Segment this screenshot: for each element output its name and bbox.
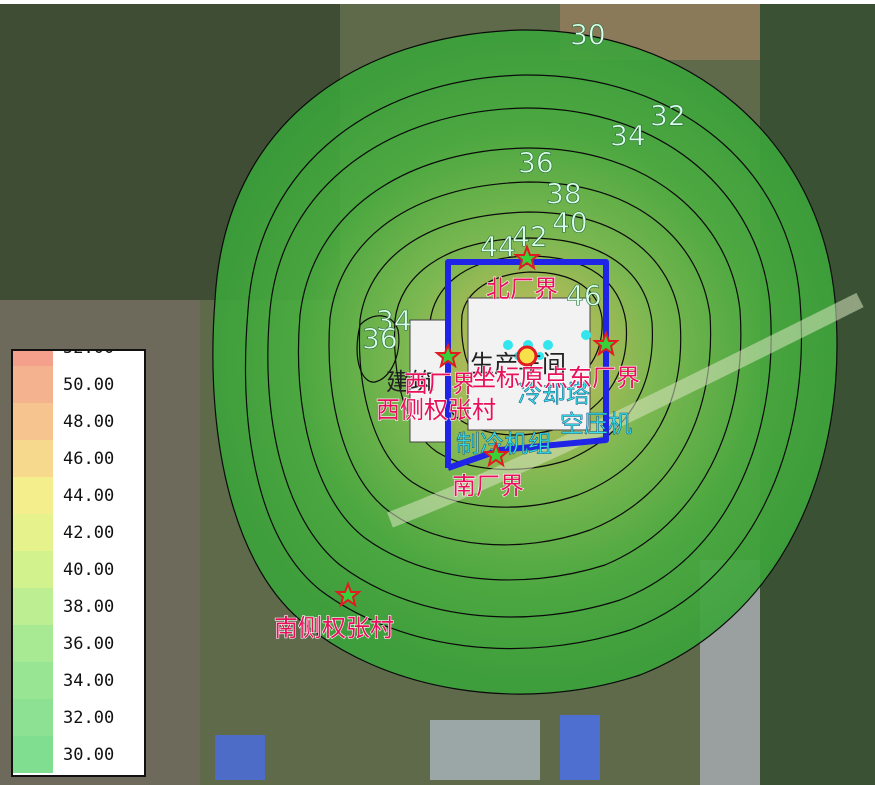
point-label: 北厂界: [486, 275, 558, 303]
legend-value: 36.00: [63, 634, 115, 654]
legend-value: 46.00: [63, 449, 115, 469]
legend-value: 44.00: [63, 486, 115, 506]
marker-south-village: [334, 581, 362, 608]
road: [387, 292, 864, 528]
point-label: 西侧权张村: [376, 396, 496, 424]
point-label: 南厂界: [452, 472, 524, 500]
legend-swatch: [13, 699, 53, 736]
point-markers: [334, 244, 620, 608]
contour-label: 42: [512, 220, 548, 253]
legend-value: 38.00: [63, 597, 115, 617]
legend-swatch: [13, 662, 53, 699]
equipment-label: 冷却塔: [518, 380, 590, 408]
legend-row: 52.00: [13, 351, 144, 366]
contour-label: 36: [362, 322, 398, 355]
legend-swatch: [13, 351, 53, 366]
contour-44: [429, 255, 628, 436]
legend-row: 30.00: [13, 736, 144, 773]
equipment-dot: [503, 340, 513, 350]
legend-swatch: [13, 366, 53, 403]
legend-value: 34.00: [63, 671, 115, 691]
contour-label: 40: [552, 206, 588, 239]
contour-label: 34: [610, 119, 646, 152]
legend-row: 32.00: [13, 699, 144, 736]
legend-value: 30.00: [63, 745, 115, 765]
equipment-sources: [503, 330, 591, 360]
building-label: 建筑: [386, 368, 434, 396]
contour-value-labels: 30 32 34 36 38 40 42 44 46 34 36: [362, 18, 686, 356]
legend-swatch: [13, 514, 53, 551]
marker-east-boundary: [592, 330, 620, 357]
contour-32: [244, 74, 803, 650]
legend-value: 42.00: [63, 523, 115, 543]
marker-north-boundary: [513, 244, 541, 271]
legend-row: 34.00: [13, 662, 144, 699]
equipment-dot: [543, 340, 553, 350]
legend-value: 48.00: [63, 412, 115, 432]
building-west: [409, 319, 449, 443]
marker-south-boundary: [482, 441, 510, 468]
point-label: 东厂界: [568, 364, 640, 392]
point-labels: 北厂界 西厂界 坐标原点 东厂界 南厂界 西侧权张村 南侧权张村: [273, 274, 640, 642]
legend-value: 50.00: [63, 375, 115, 395]
legend-row: 48.00: [13, 403, 144, 440]
legend-row: 46.00: [13, 440, 144, 477]
legend-swatch: [13, 588, 53, 625]
contour-label: 38: [546, 177, 582, 210]
legend-row: 44.00: [13, 477, 144, 514]
legend-value: 32.00: [63, 708, 115, 728]
contour-36: [297, 147, 742, 581]
legend-swatch: [13, 551, 53, 588]
legend: 52.00 50.00 48.00 46.00 44.00 42.00 40.0…: [11, 349, 146, 777]
legend-row: 38.00: [13, 588, 144, 625]
legend-value: 40.00: [63, 560, 115, 580]
contour-label: 44: [480, 230, 516, 263]
contour-inner-west: [356, 315, 400, 383]
legend-value: 52.00: [63, 351, 114, 358]
legend-row: 36.00: [13, 625, 144, 662]
equipment-dot: [581, 330, 591, 340]
marker-origin: [516, 345, 538, 367]
legend-swatch: [13, 625, 53, 662]
legend-swatch: [13, 477, 53, 514]
contour-label: 36: [518, 146, 554, 179]
contour-38: [328, 181, 712, 546]
equipment-dot: [536, 352, 544, 360]
legend-swatch: [13, 736, 53, 773]
contour-label: 30: [570, 18, 606, 51]
legend-row: 50.00: [13, 366, 144, 403]
marker-west-boundary: [434, 342, 462, 369]
point-label: 南侧权张村: [274, 614, 394, 642]
legend-row: 42.00: [13, 514, 144, 551]
equipment-label: 空压机: [560, 410, 632, 438]
legend-row: 40.00: [13, 551, 144, 588]
point-label: 西厂界: [404, 370, 476, 398]
contour-label: 32: [650, 99, 686, 132]
point-label: 坐标原点: [472, 364, 568, 392]
legend-swatch: [13, 440, 53, 477]
contour-label: 46: [566, 279, 602, 312]
contour-40: [358, 211, 682, 508]
contour-label: 34: [376, 304, 412, 337]
contour-34: [267, 107, 772, 618]
contour-42: [393, 237, 654, 471]
legend-swatch: [13, 403, 53, 440]
